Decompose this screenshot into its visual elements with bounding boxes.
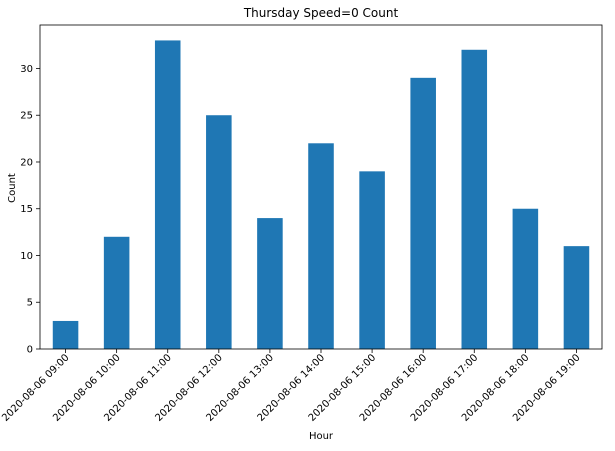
y-tick-label: 15 — [20, 204, 33, 215]
bar — [308, 143, 334, 349]
bar — [206, 115, 232, 349]
chart-title: Thursday Speed=0 Count — [243, 6, 399, 20]
axes-frame — [39, 24, 603, 350]
bar — [563, 246, 590, 349]
y-tick-label: 25 — [20, 111, 33, 122]
bar — [359, 171, 385, 349]
bar — [103, 236, 130, 349]
bar — [512, 208, 539, 349]
y-tick-label: 0 — [27, 345, 33, 356]
y-axis-label: Count — [7, 173, 18, 203]
bar — [154, 40, 181, 350]
y-tick-label: 10 — [20, 251, 33, 262]
x-axis-label: Hour — [309, 431, 334, 442]
bar — [461, 49, 488, 349]
bar — [257, 218, 283, 349]
y-tick-label: 30 — [20, 64, 33, 75]
bar — [410, 77, 436, 349]
y-tick-label: 20 — [20, 157, 33, 168]
bar — [52, 320, 79, 349]
y-tick-label: 5 — [27, 298, 33, 309]
